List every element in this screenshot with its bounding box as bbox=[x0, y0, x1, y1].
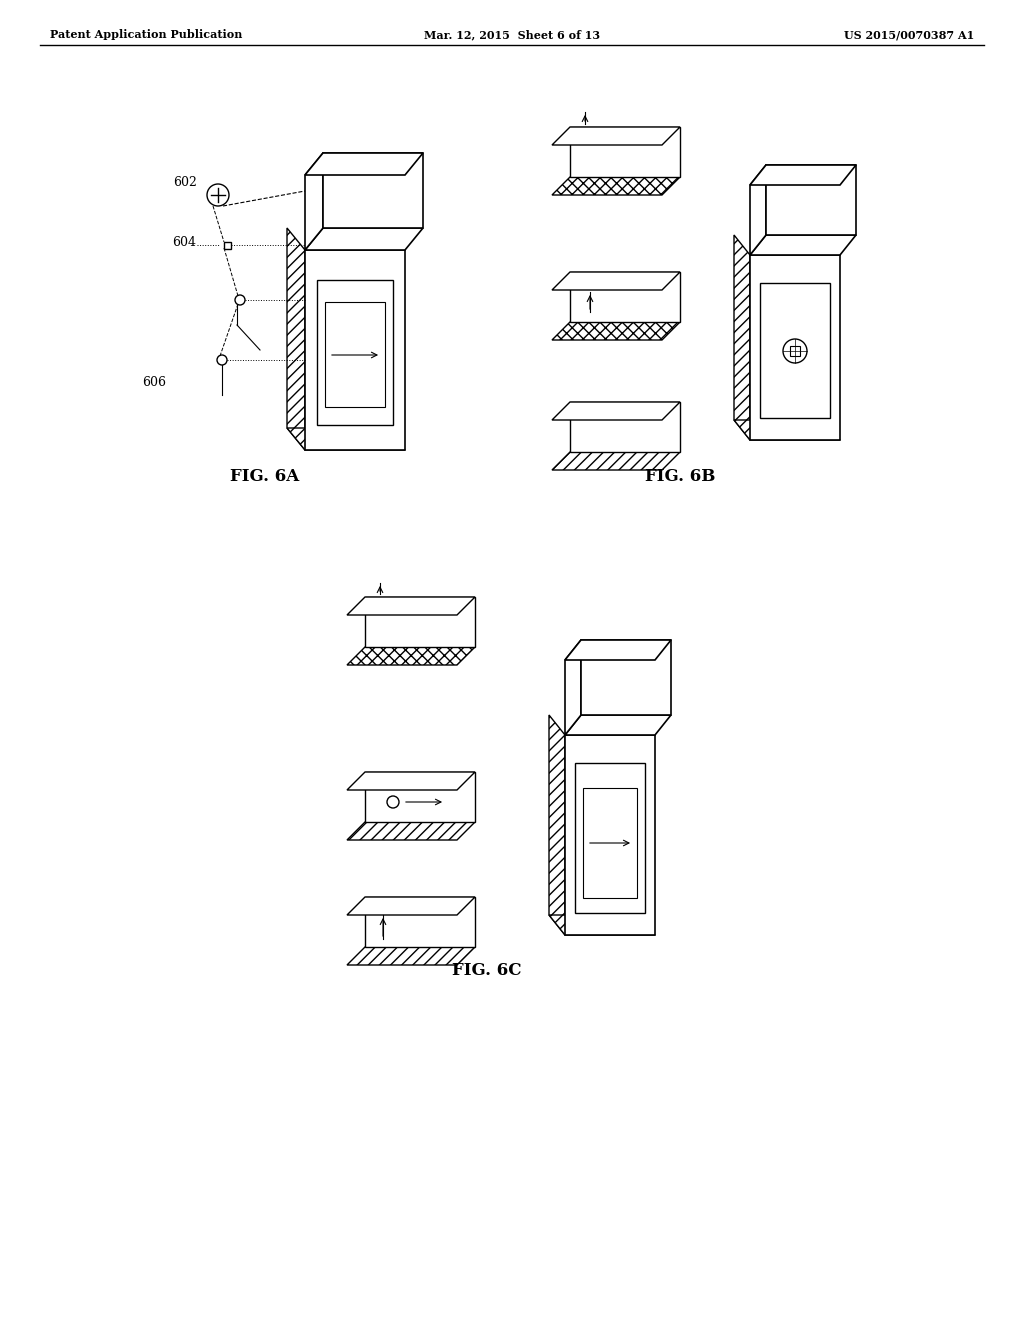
Bar bbox=[305, 249, 406, 450]
Polygon shape bbox=[734, 420, 840, 440]
Polygon shape bbox=[750, 165, 766, 255]
Polygon shape bbox=[565, 640, 581, 735]
Polygon shape bbox=[305, 228, 423, 249]
Text: FIG. 6C: FIG. 6C bbox=[453, 962, 522, 979]
Polygon shape bbox=[750, 165, 856, 185]
Circle shape bbox=[387, 796, 399, 808]
Polygon shape bbox=[750, 235, 856, 255]
Polygon shape bbox=[347, 772, 475, 789]
Polygon shape bbox=[347, 898, 475, 915]
Bar bbox=[365, 772, 475, 822]
Bar bbox=[365, 898, 475, 946]
Polygon shape bbox=[549, 915, 655, 935]
Polygon shape bbox=[552, 403, 680, 420]
Bar bbox=[325, 302, 385, 407]
Bar bbox=[581, 640, 671, 715]
Bar bbox=[570, 127, 680, 177]
Bar bbox=[223, 242, 230, 248]
Bar bbox=[570, 272, 680, 322]
Polygon shape bbox=[347, 597, 475, 615]
Text: Mar. 12, 2015  Sheet 6 of 13: Mar. 12, 2015 Sheet 6 of 13 bbox=[424, 29, 600, 41]
Bar bbox=[790, 346, 800, 356]
Polygon shape bbox=[734, 235, 750, 440]
Polygon shape bbox=[552, 451, 680, 470]
Text: 604: 604 bbox=[172, 236, 196, 249]
Text: FIG. 6A: FIG. 6A bbox=[230, 469, 300, 484]
Bar bbox=[583, 788, 637, 898]
Circle shape bbox=[234, 294, 245, 305]
Polygon shape bbox=[305, 153, 323, 249]
Polygon shape bbox=[552, 127, 680, 145]
Text: Patent Application Publication: Patent Application Publication bbox=[50, 29, 243, 41]
Polygon shape bbox=[549, 715, 565, 935]
Text: 602: 602 bbox=[173, 177, 197, 190]
Bar bbox=[565, 735, 655, 935]
Polygon shape bbox=[305, 153, 423, 176]
Polygon shape bbox=[565, 640, 671, 660]
Polygon shape bbox=[552, 322, 680, 341]
Polygon shape bbox=[347, 647, 475, 665]
Bar bbox=[365, 597, 475, 647]
Circle shape bbox=[217, 355, 227, 366]
Text: US 2015/0070387 A1: US 2015/0070387 A1 bbox=[844, 29, 974, 41]
Bar bbox=[570, 403, 680, 451]
Text: 606: 606 bbox=[142, 375, 166, 388]
Polygon shape bbox=[347, 822, 475, 840]
Bar bbox=[750, 255, 840, 440]
Bar bbox=[317, 280, 393, 425]
Polygon shape bbox=[287, 428, 406, 450]
Polygon shape bbox=[347, 946, 475, 965]
Bar bbox=[766, 165, 856, 235]
Polygon shape bbox=[287, 228, 305, 450]
Circle shape bbox=[783, 339, 807, 363]
Polygon shape bbox=[552, 272, 680, 290]
Polygon shape bbox=[565, 715, 671, 735]
Bar bbox=[760, 282, 830, 418]
Polygon shape bbox=[552, 177, 680, 195]
Text: FIG. 6B: FIG. 6B bbox=[645, 469, 715, 484]
Bar bbox=[323, 153, 423, 228]
Bar bbox=[575, 763, 645, 913]
